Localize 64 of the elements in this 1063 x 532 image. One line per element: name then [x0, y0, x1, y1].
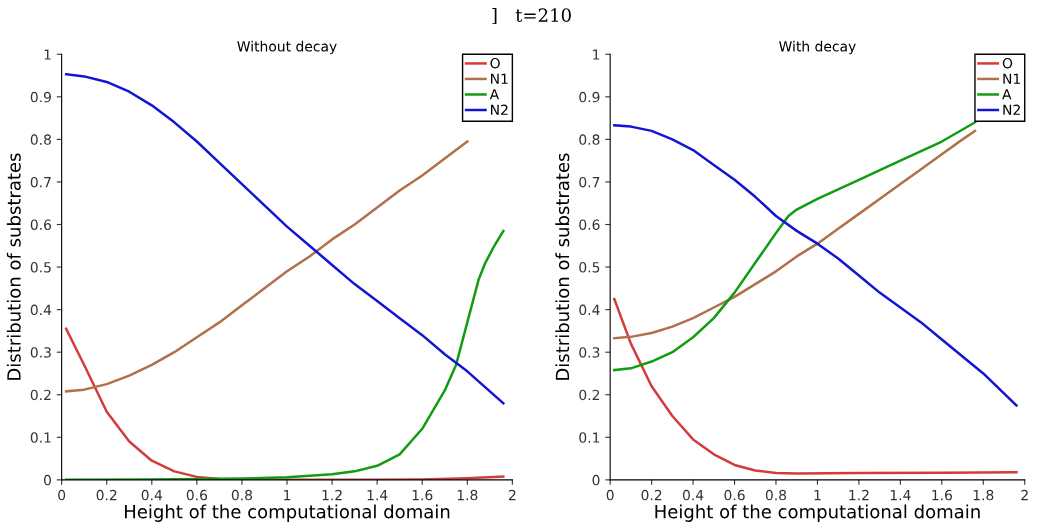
y-tick-label: 0.4: [579, 304, 600, 316]
y-tick-label: 0.5: [579, 262, 600, 273]
x-tick-label: 0.6: [724, 489, 745, 501]
y-tick-label: 0.7: [579, 176, 600, 188]
y-tick-label: 1: [593, 49, 600, 60]
legend-label: A: [489, 89, 500, 100]
y-tick-label: 0.6: [579, 219, 600, 230]
line-series: [64, 140, 469, 393]
line-series: [613, 297, 1018, 475]
y-tick-label: 0.2: [579, 389, 600, 401]
x-tick-label: 0.8: [231, 489, 253, 501]
x-tick-label: 1.4: [367, 490, 388, 501]
x-tick-label: 1.8: [973, 489, 994, 501]
x-tick-label: 0.8: [765, 489, 787, 501]
x-tick-label: 1: [814, 490, 821, 501]
x-tick-label: 0.2: [96, 489, 117, 501]
legend-label: A: [1002, 89, 1012, 100]
y-tick-label: 0.2: [30, 389, 51, 401]
y-tick-label: 0.8: [30, 134, 51, 145]
y-tick-label: 0: [592, 474, 600, 486]
legend-label: N1: [491, 73, 508, 84]
y-tick-label: 0.3: [30, 347, 51, 358]
y-tick-label: 0.9: [30, 91, 51, 103]
x-tick-label: 1.2: [849, 489, 869, 501]
line-series: [613, 121, 977, 372]
y-tick-label: 0.6: [30, 219, 52, 230]
x-tick-label: 1: [284, 490, 291, 501]
legend-label: O: [490, 57, 500, 69]
x-tick-label: 0.6: [186, 489, 208, 501]
x-tick-label: 1.4: [890, 490, 911, 501]
chart-title: With decay: [779, 40, 856, 55]
line-series: [613, 124, 1018, 407]
x-tick-label: 1.2: [322, 489, 342, 501]
x-tick-label: 0.2: [641, 489, 662, 501]
y-tick-label: 0.3: [579, 347, 600, 358]
chart-title: Without decay: [237, 40, 337, 55]
x-tick-label: 1.8: [457, 489, 478, 501]
y-tick-label: 0.5: [30, 262, 51, 273]
y-tick-label: 0.8: [579, 134, 600, 145]
y-axis-title: Distribution of substrates: [6, 153, 21, 380]
x-tick-label: 0: [606, 489, 614, 501]
y-tick-label: 0.4: [30, 304, 52, 316]
text: ] t=210: [492, 7, 571, 25]
legend-label: N1: [1003, 73, 1020, 84]
legend-label: N2: [491, 104, 508, 115]
x-tick-label: 2: [1021, 489, 1028, 501]
y-tick-label: 0.1: [579, 432, 600, 443]
x-axis-title: Height of the computational domain: [655, 504, 980, 522]
y-tick-label: 0: [44, 474, 52, 486]
y-tick-label: 1: [44, 49, 51, 60]
x-tick-label: 0.4: [682, 489, 704, 501]
x-tick-label: 1.6: [412, 489, 433, 501]
x-tick-label: 2: [508, 489, 516, 501]
legend-label: N2: [1003, 104, 1020, 115]
x-tick-label: 1.6: [932, 489, 952, 501]
y-axis-title: Distribution of substrates: [555, 153, 570, 380]
x-axis-title: Height of the computational domain: [125, 504, 450, 522]
x-tick-label: 0: [58, 489, 66, 501]
y-tick-label: 0.7: [30, 176, 51, 188]
x-tick-label: 0.4: [141, 489, 163, 501]
y-tick-label: 0.1: [30, 432, 51, 443]
line-series: [613, 129, 977, 340]
legend-label: O: [1002, 57, 1013, 69]
y-tick-label: 0.9: [579, 91, 600, 103]
